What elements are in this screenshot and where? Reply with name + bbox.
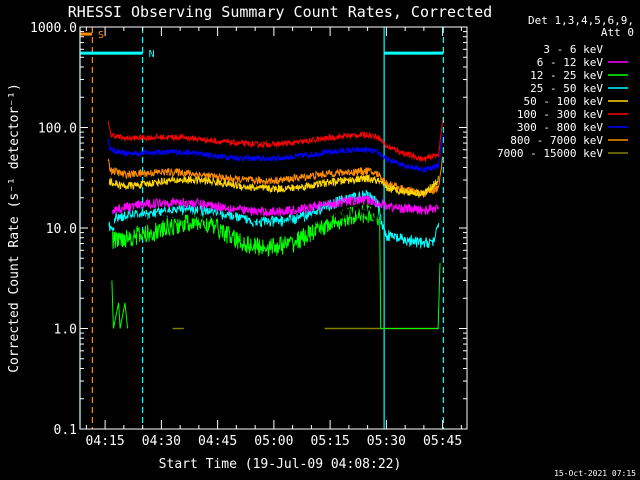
legend-label: 12 - 25 keV <box>530 69 603 82</box>
series-5-trace <box>107 119 443 162</box>
series-3 <box>108 189 440 249</box>
legend-label: 7000 - 15000 keV <box>497 147 603 160</box>
axes: 0.1 1.0 10.0 100.0 1000.0 04:15 04:30 04:45 05:0… <box>30 21 467 449</box>
series-0-trace <box>112 206 380 235</box>
legend-label: 3 - 6 keV <box>543 43 603 56</box>
series-6 <box>107 133 443 173</box>
x-tick-label: 05:45 <box>423 434 462 449</box>
y-axis-label: Corrected Count Rate (s⁻¹ detector⁻¹) <box>7 83 22 373</box>
series-4 <box>108 174 440 199</box>
x-axis-label: Start Time (19-Jul-09 04:08:22) <box>159 457 402 472</box>
footer-timestamp: 15-Oct-2021 07:15 <box>554 469 636 478</box>
chart-title: RHESSI Observing Summary Count Rates, Co… <box>68 3 492 21</box>
legend-label: 800 - 7000 keV <box>510 134 603 147</box>
legend-header: Att 0 <box>601 26 634 39</box>
plot-area: SN <box>79 27 444 429</box>
marker-N-label: N <box>149 49 155 60</box>
series-1 <box>112 195 439 217</box>
legend-label: 50 - 100 keV <box>524 95 604 108</box>
marker-S-label: S <box>98 30 104 41</box>
x-tick-label: 05:15 <box>311 434 350 449</box>
legend-label: 300 - 800 keV <box>517 121 603 134</box>
y-tick-label: 1000.0 <box>30 21 77 36</box>
x-tick-label: 05:30 <box>367 434 406 449</box>
x-tick-label: 04:30 <box>142 434 181 449</box>
series-4-trace <box>108 174 440 199</box>
legend-label: 25 - 50 keV <box>530 82 603 95</box>
series-1-trace <box>112 195 439 217</box>
y-tick-label: 100.0 <box>38 122 77 137</box>
y-tick-label: 0.1 <box>54 423 77 438</box>
legend-header: Det 1,3,4,5,6,9, <box>528 14 634 27</box>
series-5 <box>107 119 443 162</box>
series-6-trace <box>107 133 443 173</box>
series-2-tail-trace <box>379 216 441 329</box>
series-2-trace <box>112 203 380 258</box>
y-tick-label: 1.0 <box>54 323 77 338</box>
x-tick-label: 04:45 <box>198 434 237 449</box>
y-tick-label: 10.0 <box>46 222 77 237</box>
series-2-low-trace <box>111 280 129 329</box>
x-tick-label: 04:15 <box>86 434 125 449</box>
x-tick-label: 05:00 <box>254 434 293 449</box>
series-0 <box>112 206 380 235</box>
series-2 <box>112 203 380 258</box>
series-3-trace <box>108 189 440 249</box>
legend-label: 6 - 12 keV <box>537 56 604 69</box>
legend-label: 100 - 300 keV <box>517 108 603 121</box>
